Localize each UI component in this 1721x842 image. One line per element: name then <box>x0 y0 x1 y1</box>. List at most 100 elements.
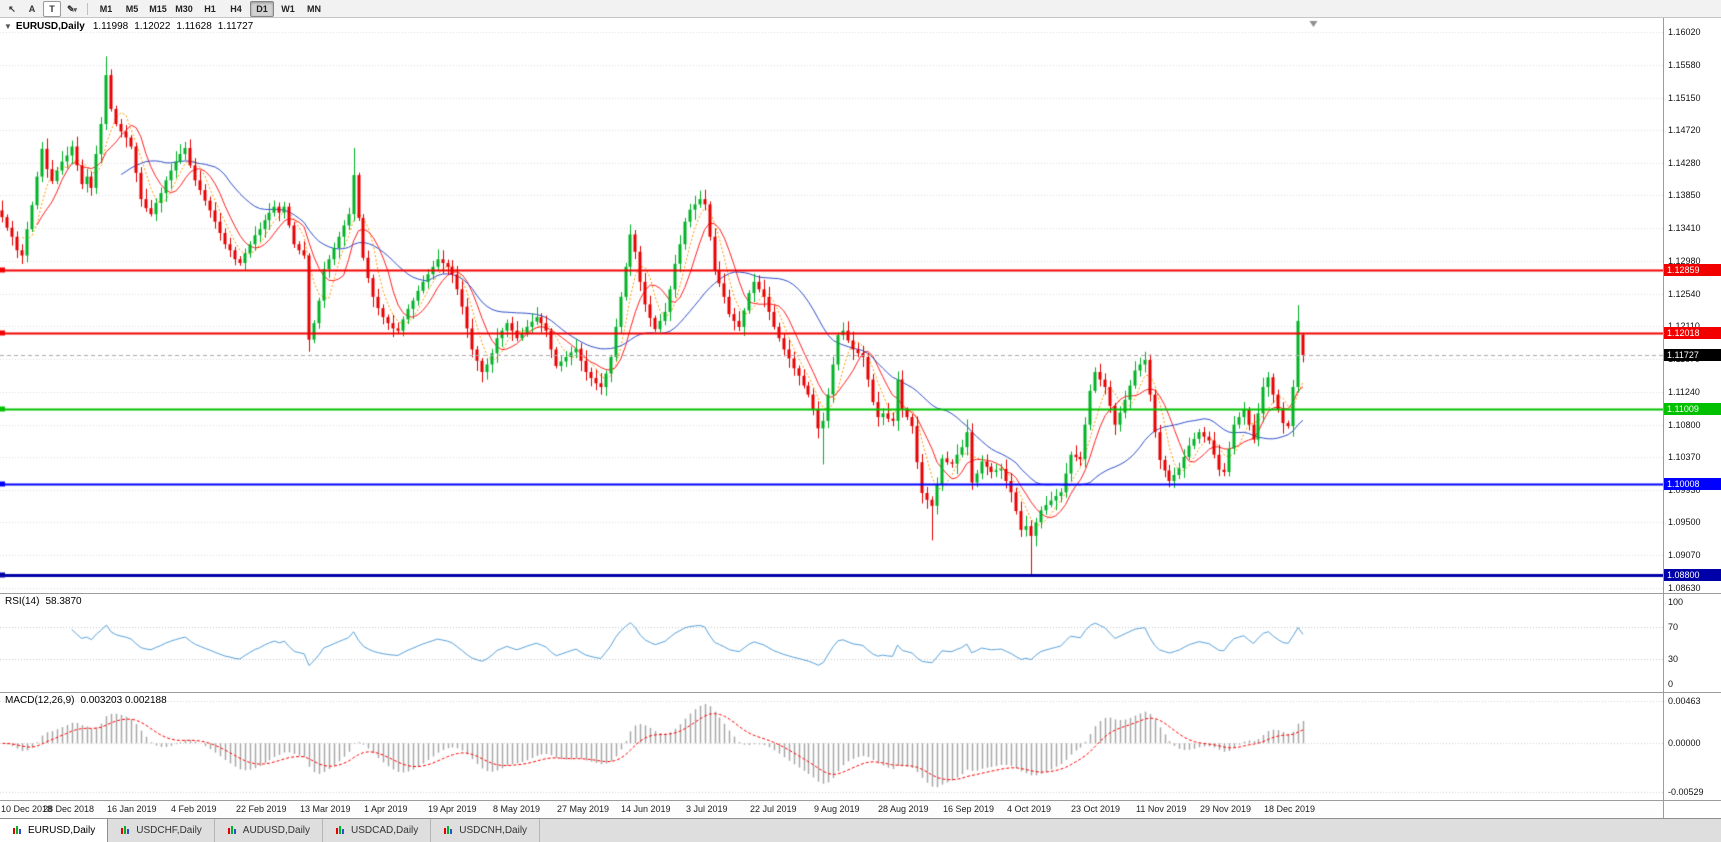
macd-label: MACD(12,26,9) 0.003203 0.002188 <box>5 695 167 706</box>
date-tick-label: 16 Jan 2019 <box>107 804 157 814</box>
macd-pane: MACD(12,26,9) 0.003203 0.002188 <box>0 693 1663 800</box>
price-tick-label: 1.11240 <box>1668 387 1700 397</box>
rsi-tick-label: 30 <box>1668 654 1679 664</box>
price-tick-label: 1.09070 <box>1668 550 1701 560</box>
timeframe-h4-button[interactable]: H4 <box>230 3 242 14</box>
open-value: 1.11998 <box>92 21 129 32</box>
rsi-label: RSI(14) 58.3870 <box>5 596 82 607</box>
timeframe-mn-button[interactable]: MN <box>307 3 321 14</box>
price-tick-label: 1.15580 <box>1668 60 1701 70</box>
date-tick-label: 4 Feb 2019 <box>171 804 217 814</box>
chart-icon <box>444 826 453 834</box>
timeframe-w1-button[interactable]: W1 <box>281 3 295 14</box>
timeframe-d1-button[interactable]: D1 <box>250 0 274 17</box>
date-tick-label: 19 Apr 2019 <box>428 804 477 814</box>
timeframe-m1-button[interactable]: M1 <box>99 3 113 14</box>
timeframe-m5-button[interactable]: M5 <box>125 3 139 14</box>
macd-canvas[interactable] <box>0 693 1663 800</box>
price-level-badge: 1.11009 <box>1664 403 1721 415</box>
time-axis[interactable]: 10 Dec 2018 28 Dec 2018 16 Jan 2019 4 Feb 2… <box>0 801 1663 818</box>
date-tick-label: 10 Dec 2018 <box>1 804 53 814</box>
timeframe-h1-button[interactable]: H1 <box>204 3 216 14</box>
date-tick-label: 11 Nov 2019 <box>1136 804 1187 814</box>
chart-icon <box>227 826 236 834</box>
price-tick-label: 1.14720 <box>1668 125 1701 135</box>
rsi-value: 58.3870 <box>45 596 82 607</box>
rsi-canvas[interactable] <box>0 594 1663 692</box>
date-tick-label: 4 Oct 2019 <box>1007 804 1052 814</box>
symbol-dropdown-icon[interactable]: ▼ <box>4 22 12 31</box>
date-tick-label: 29 Nov 2019 <box>1200 804 1252 814</box>
date-tick-label: 1 Apr 2019 <box>364 804 408 814</box>
price-tick-label: 1.08630 <box>1668 583 1701 593</box>
price-tick-label: 1.15150 <box>1668 93 1701 103</box>
timeframe-m30-button[interactable]: M30 <box>175 3 193 14</box>
macd-tick-label: 0.00000 <box>1668 738 1701 748</box>
price-level-badge: 1.08800 <box>1664 569 1721 581</box>
price-tick-label: 1.09500 <box>1668 517 1701 527</box>
symbol-label: EURUSD,Daily <box>15 21 85 32</box>
date-tick-label: 28 Dec 2018 <box>43 804 95 814</box>
tab-audusd-daily[interactable]: AUDUSD,Daily <box>215 819 324 842</box>
price-axis[interactable]: 1.16020 1.15580 1.15150 1.14720 1.14280 1.138… <box>1663 18 1721 818</box>
price-pane: ▼ EURUSD,Daily 1.11998 1.12022 1.11628 1.1172… <box>0 18 1663 593</box>
price-tick-label: 1.10800 <box>1668 420 1701 430</box>
cursor-icon[interactable]: ↖ <box>8 3 16 14</box>
rsi-tick-label: 100 <box>1668 597 1684 607</box>
pane-splitter[interactable] <box>0 593 1721 594</box>
tab-label: AUDUSD,Daily <box>242 825 311 836</box>
timeframe-m15-button[interactable]: M15 <box>149 3 167 14</box>
text-tool-button[interactable]: T <box>43 0 61 17</box>
pencil-icon: ✎ <box>66 3 75 14</box>
chart-ohlc-header: ▼ EURUSD,Daily 1.11998 1.12022 1.11628 1.1172… <box>4 21 259 32</box>
pane-splitter <box>0 800 1721 801</box>
tab-eurusd-daily[interactable]: EURUSD,Daily <box>0 819 109 842</box>
price-tick-label: 1.12540 <box>1668 289 1701 299</box>
current-price-badge: 1.11727 <box>1664 349 1721 361</box>
price-level-badge: 1.12018 <box>1664 327 1721 339</box>
price-level-badge: 1.10008 <box>1664 478 1721 490</box>
date-tick-label: 13 Mar 2019 <box>300 804 351 814</box>
date-tick-label: 9 Aug 2019 <box>814 804 860 814</box>
chart-area: ▼ EURUSD,Daily 1.11998 1.12022 1.11628 1.1172… <box>0 18 1721 818</box>
toolbar-separator <box>87 2 88 15</box>
rsi-tick-label: 0 <box>1668 679 1674 689</box>
tab-label: USDCHF,Daily <box>136 825 202 836</box>
date-tick-label: 14 Jun 2019 <box>621 804 671 814</box>
draw-tool-button[interactable]: ✎▾ <box>63 1 81 17</box>
price-tick-label: 1.12110 <box>1668 321 1700 331</box>
rsi-tick-label: 70 <box>1668 622 1679 632</box>
chart-toolbar: ↖ A T ✎▾ M1 M5 M15 M30 H1 H4 D1 W1 MN <box>0 0 1721 18</box>
chart-icon <box>121 826 130 834</box>
date-tick-label: 28 Aug 2019 <box>878 804 929 814</box>
tab-usdchf-daily[interactable]: USDCHF,Daily <box>108 819 215 842</box>
date-tick-label: 8 May 2019 <box>493 804 541 814</box>
macd-tick-label: -0.00529 <box>1668 787 1704 797</box>
chevron-down-icon: ▾ <box>73 6 78 14</box>
chart-tab-bar: EURUSD,Daily USDCHF,Daily AUDUSD,Daily U… <box>0 818 1721 842</box>
date-tick-label: 22 Feb 2019 <box>236 804 287 814</box>
macd-values: 0.003203 0.002188 <box>80 695 167 706</box>
price-level-badge: 1.12859 <box>1664 264 1721 276</box>
chart-icon <box>13 826 21 834</box>
price-tick-label: 1.13410 <box>1668 223 1701 233</box>
price-tick-label: 1.14280 <box>1668 158 1701 168</box>
pane-splitter[interactable] <box>0 692 1721 693</box>
date-tick-label: 18 Dec 2019 <box>1264 804 1316 814</box>
price-tick-label: 1.13850 <box>1668 190 1701 200</box>
date-tick-label: 3 Jul 2019 <box>686 804 728 814</box>
tab-usdcad-daily[interactable]: USDCAD,Daily <box>323 819 432 842</box>
price-tick-label: 1.10370 <box>1668 452 1701 462</box>
high-value: 1.12022 <box>134 21 171 32</box>
date-tick-label: 22 Jul 2019 <box>750 804 797 814</box>
rsi-pane: RSI(14) 58.3870 <box>0 594 1663 692</box>
macd-tick-label: 0.00463 <box>1668 696 1701 706</box>
crosshair-tool-button[interactable]: A <box>28 3 36 14</box>
chart-icon <box>336 826 345 834</box>
main-chart-canvas[interactable] <box>0 18 1663 593</box>
date-tick-label: 23 Oct 2019 <box>1071 804 1121 814</box>
tab-usdcnh-daily[interactable]: USDCNH,Daily <box>431 819 541 842</box>
price-tick-label: 1.16020 <box>1668 27 1701 37</box>
date-tick-label: 27 May 2019 <box>557 804 610 814</box>
